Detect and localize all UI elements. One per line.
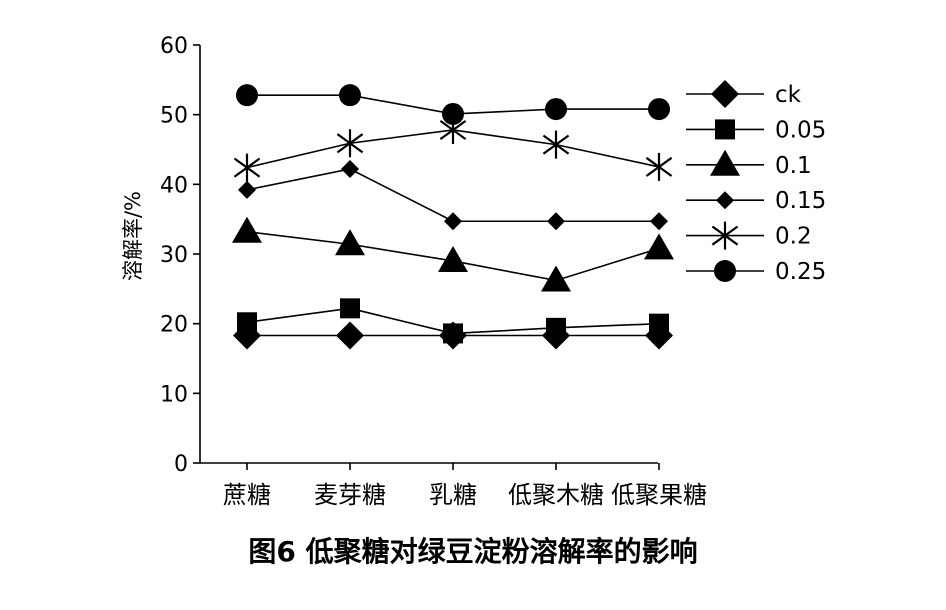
marker-square [649, 313, 669, 334]
y-tick-label: 0 [174, 452, 188, 477]
x-tick-label: 乳糖 [429, 481, 477, 509]
y-tick-label: 30 [160, 243, 188, 268]
marker-diamond [336, 321, 364, 350]
marker-circle [648, 98, 670, 121]
marker-circle [714, 260, 736, 282]
marker-square [715, 119, 735, 140]
marker-square [237, 312, 257, 333]
legend-label: 0.1 [775, 153, 812, 179]
marker-circle [236, 84, 258, 107]
y-tick-label: 20 [160, 313, 188, 338]
marker-asterisk [336, 129, 364, 158]
y-tick-label: 40 [160, 173, 188, 198]
marker-square [443, 323, 463, 344]
line-chart: 0 10 20 30 40 50 60 蔗糖 麦芽糖 乳糖 低聚木糖 低聚果糖 溶解率/% ck 0.05… [121, 34, 826, 509]
marker-small-diamond [444, 212, 462, 231]
x-tick-label: 蔗糖 [223, 481, 271, 509]
y-axis-label: 溶解率/% [121, 191, 145, 281]
marker-triangle [541, 265, 571, 292]
marker-small-diamond [341, 160, 359, 179]
marker-triangle [335, 229, 365, 256]
legend-label: 0.05 [775, 117, 826, 143]
marker-circle [339, 84, 361, 107]
marker-asterisk [711, 221, 739, 250]
marker-asterisk [233, 153, 261, 182]
marker-small-diamond [716, 191, 734, 210]
marker-circle [545, 98, 567, 121]
legend-label: ck [775, 82, 802, 108]
marker-square [340, 298, 360, 319]
marker-circle [442, 102, 464, 125]
marker-triangle [644, 233, 674, 260]
figure-caption: 图6 低聚糖对绿豆淀粉溶解率的影响 [248, 535, 698, 568]
marker-small-diamond [547, 212, 565, 231]
marker-triangle [438, 245, 468, 272]
y-tick-label: 10 [160, 382, 188, 407]
legend-label: 0.15 [775, 188, 826, 214]
y-tick-label: 60 [160, 34, 188, 59]
x-tick-label: 麦芽糖 [314, 481, 386, 509]
marker-diamond [711, 80, 739, 108]
marker-small-diamond [650, 212, 668, 231]
marker-triangle [232, 216, 262, 243]
marker-triangle [710, 149, 740, 176]
marker-square [546, 317, 566, 338]
y-tick-label: 50 [160, 104, 188, 129]
chart-axes: 0 10 20 30 40 50 60 蔗糖 麦芽糖 乳糖 低聚木糖 低聚果糖 溶解率/% [121, 34, 707, 509]
x-tick-label: 低聚木糖 [508, 481, 604, 509]
x-tick-label: 低聚果糖 [611, 481, 707, 509]
marker-asterisk [645, 152, 673, 181]
series-markers [232, 84, 674, 350]
marker-small-diamond [238, 180, 256, 199]
legend-label: 0.2 [775, 224, 812, 250]
marker-asterisk [542, 130, 570, 159]
legend-label: 0.25 [775, 259, 826, 285]
legend: ck 0.05 0.1 0.15 0.2 0.25 [686, 80, 826, 285]
